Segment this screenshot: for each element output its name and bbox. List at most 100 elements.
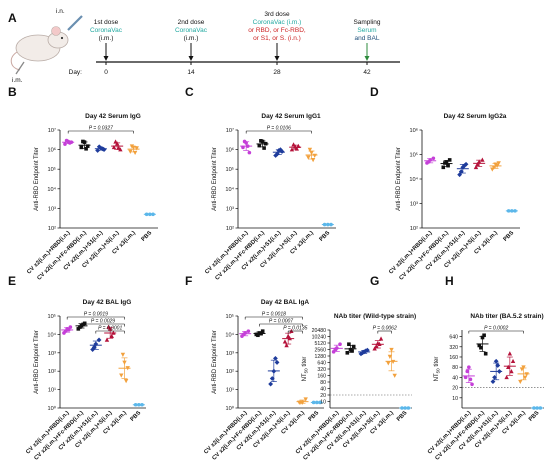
data-point bbox=[377, 341, 382, 347]
significance-bracket: P = 0.0019 bbox=[66, 312, 125, 320]
dose-detail-line: or S1, or S. (i.n.) bbox=[253, 35, 301, 42]
y-tick-label: 10⁵ bbox=[225, 166, 234, 173]
data-point bbox=[477, 343, 482, 348]
data-point bbox=[465, 369, 470, 374]
data-point bbox=[119, 373, 124, 378]
data-point bbox=[129, 144, 135, 149]
route-label-im: i.m. bbox=[12, 77, 23, 84]
data-point bbox=[140, 402, 144, 407]
y-tick-label: 10⁴ bbox=[409, 176, 418, 183]
dose-arrow-head bbox=[274, 56, 280, 61]
y-tick-label: 40 bbox=[320, 387, 326, 393]
data-point bbox=[491, 165, 497, 170]
data-point bbox=[125, 366, 130, 371]
data-point bbox=[426, 160, 431, 164]
data-point bbox=[347, 342, 351, 347]
data-point bbox=[492, 374, 497, 380]
data-point bbox=[322, 222, 327, 227]
data-point bbox=[310, 158, 316, 163]
data-point bbox=[113, 139, 118, 144]
data-point bbox=[63, 142, 67, 146]
data-point bbox=[247, 150, 252, 155]
data-point bbox=[504, 374, 509, 380]
significance-bracket: P = 0.0018 bbox=[244, 312, 303, 320]
group-1 bbox=[462, 365, 475, 387]
y-tick-label: 640 bbox=[449, 335, 458, 341]
chart-panel-h: NAb titer (BA.5.2 strain) 640 320 160 80 40 20… bbox=[427, 313, 544, 462]
significance-bracket: P = 0.0029 bbox=[81, 319, 125, 327]
y-tick-label: 10³ bbox=[48, 206, 56, 212]
data-point bbox=[338, 342, 342, 347]
data-point bbox=[111, 330, 116, 335]
significance-bracket: P = 0.0135 bbox=[283, 326, 308, 334]
p-value-label: P = 0.0001 bbox=[98, 326, 122, 332]
data-point bbox=[132, 150, 138, 156]
group-6 bbox=[143, 212, 156, 217]
data-point bbox=[312, 153, 317, 158]
data-point bbox=[100, 146, 105, 152]
data-point bbox=[326, 222, 330, 227]
data-point bbox=[518, 379, 523, 385]
y-axis-label: Anti-RBD Endpoint Titer bbox=[212, 147, 218, 211]
mouse-illustration bbox=[10, 15, 83, 75]
data-point bbox=[274, 360, 280, 365]
y-tick-label: 5120 bbox=[314, 341, 326, 347]
significance-bracket: P = 0.0002 bbox=[468, 326, 524, 334]
data-point bbox=[259, 139, 263, 143]
y-tick-label: 10² bbox=[48, 226, 56, 232]
y-tick-label: 10⁰ bbox=[48, 405, 57, 412]
y-tick-label: 10⁴ bbox=[47, 331, 56, 338]
data-point bbox=[151, 212, 155, 217]
p-value-label: P = 0.0135 bbox=[283, 326, 307, 332]
data-point bbox=[120, 352, 126, 357]
x-category-label: PBS bbox=[528, 410, 541, 423]
group-1 bbox=[240, 139, 253, 155]
y-tick-label: 10⁶ bbox=[409, 127, 418, 134]
data-point bbox=[479, 345, 483, 350]
chart-panel-e: Day 42 BAL IgG 10⁵ 10⁴ 10³ 10² 10¹ 10⁰ Anti-RBD… bbox=[25, 299, 146, 462]
data-point bbox=[513, 209, 517, 213]
dose-detail-line: Serum bbox=[357, 27, 376, 34]
y-axis-label: Anti-RBD Endpoint Titer bbox=[212, 330, 218, 394]
dose-title: 3rd dose bbox=[264, 11, 290, 18]
data-point bbox=[78, 325, 82, 329]
chart-title: Day 42 Serum IgG bbox=[85, 113, 141, 120]
data-point bbox=[298, 400, 304, 405]
group-5 bbox=[517, 365, 530, 385]
data-point bbox=[93, 341, 99, 347]
data-point bbox=[443, 161, 447, 165]
group-3 bbox=[490, 358, 503, 385]
significance-bracket: P = 0.0062 bbox=[373, 326, 397, 334]
data-point bbox=[386, 361, 391, 366]
group-3 bbox=[89, 337, 102, 352]
group-4 bbox=[371, 336, 384, 351]
dose-detail-line: (i.m.) bbox=[99, 35, 114, 42]
data-point bbox=[390, 359, 396, 365]
group-2 bbox=[476, 333, 489, 356]
data-point bbox=[403, 406, 407, 410]
data-point bbox=[106, 324, 111, 329]
y-tick-label: 10⁴ bbox=[47, 186, 56, 193]
y-tick-label: 10⁰ bbox=[226, 405, 235, 412]
chart-title: Day 42 BAL IgA bbox=[261, 299, 310, 306]
group-3 bbox=[267, 355, 280, 387]
data-point bbox=[510, 209, 514, 213]
p-value-label: P = 0.0002 bbox=[484, 326, 508, 332]
significance-bracket: P = 0.0327 bbox=[67, 126, 134, 134]
group-4 bbox=[111, 139, 124, 152]
data-point bbox=[318, 400, 322, 405]
chart-panel-d: Day 42 Serum IgG2a 10⁶ 10⁵ 10⁴ 10³ 10² Anti-RB… bbox=[388, 113, 520, 282]
dose-detail-line: CoronaVac bbox=[90, 27, 123, 34]
data-point bbox=[483, 351, 488, 356]
data-point bbox=[303, 397, 308, 402]
p-value-label: P = 0.0029 bbox=[91, 319, 115, 325]
data-point bbox=[387, 354, 393, 360]
y-axis-label-rest: titer bbox=[434, 357, 440, 369]
data-point bbox=[85, 144, 90, 148]
data-point bbox=[91, 344, 97, 350]
data-point bbox=[273, 355, 278, 361]
group-6 bbox=[310, 400, 323, 405]
